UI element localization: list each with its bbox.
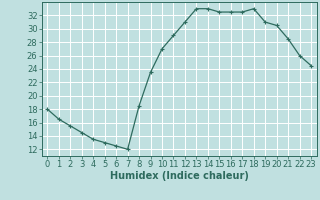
X-axis label: Humidex (Indice chaleur): Humidex (Indice chaleur): [110, 171, 249, 181]
